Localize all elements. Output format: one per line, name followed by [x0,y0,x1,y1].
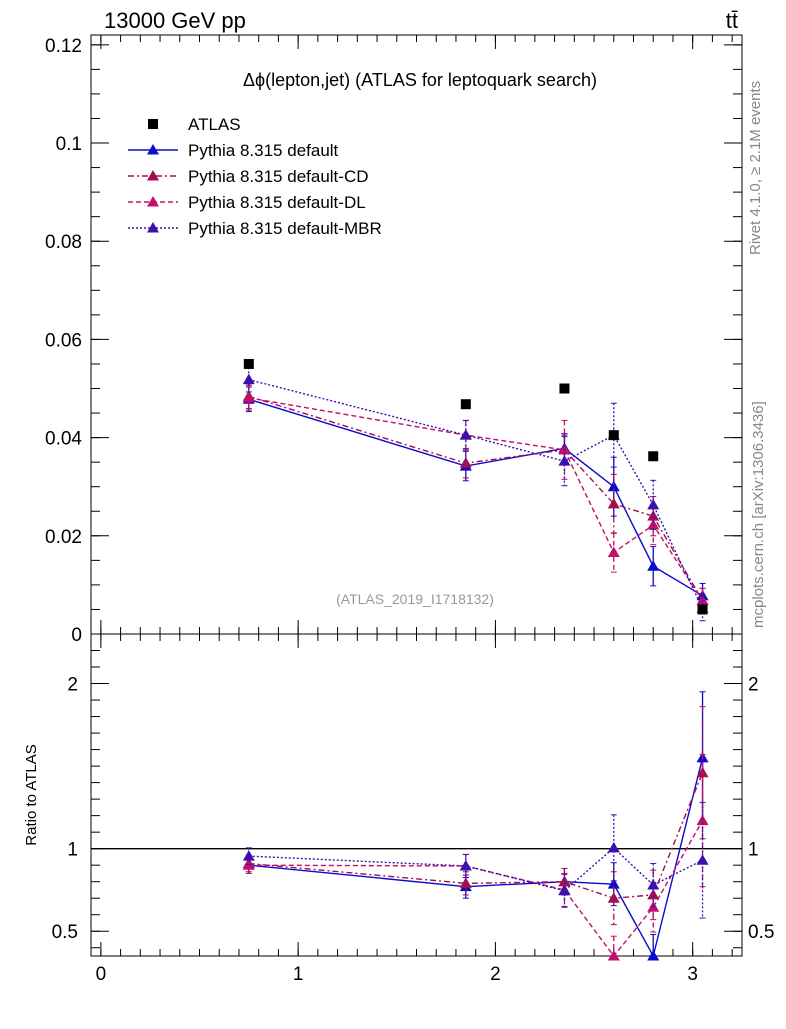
ratio-tick-label-right: 0.5 [748,922,774,943]
ratio-tick-label-right: 2 [748,675,759,696]
series-2 [242,385,709,961]
chart-title: Δϕ(lepton,jet) (ATLAS for leptoquark sea… [243,70,597,90]
series-point [459,457,472,468]
legend: ATLAS Pythia 8.315 default Pythia 8.315 de… [128,115,382,238]
legend-label: Pythia 8.315 default-MBR [188,219,382,238]
series-line [248,395,704,601]
y-tick-label: 0.02 [45,527,82,548]
rivet-label: Rivet 4.1.0, ≥ 2.1M events [747,81,764,255]
legend-entry: ATLAS [148,115,241,134]
series-line [248,378,704,609]
legend-entry: Pythia 8.315 default-MBR [128,219,382,238]
series-point [242,391,255,403]
data-layer [243,358,708,615]
ratio-tick-label-left: 0.5 [52,922,78,943]
series-point [607,480,620,492]
y-tick-label: 0.1 [56,134,82,155]
analysis-watermark: (ATLAS_2019_I1718132) [336,591,494,607]
atlas-data-point [648,451,659,462]
y-tick-label: 0.04 [45,429,82,450]
legend-entry: Pythia 8.315 default-DL [128,193,366,212]
y-tick-label: 0.12 [45,36,82,57]
series-line [248,398,703,597]
legend-label: ATLAS [188,115,241,134]
series-point [647,560,660,571]
series-layer [242,366,709,961]
series-3 [242,366,709,919]
series-point [647,519,660,530]
process-label: tt̄ [726,8,738,33]
series-0 [242,386,709,961]
ratio-point [607,892,620,903]
ratio-point [558,884,571,896]
series-point [607,497,620,509]
atlas-data-point [559,383,570,394]
ratio-tick-label-right: 1 [748,840,759,861]
atlas-data-point [608,430,619,441]
series-point [647,498,660,510]
legend-triangle-marker [147,222,159,233]
mcplots-label: mcplots.cern.ch [arXiv:1306.3436] [750,401,767,628]
legend-triangle-marker [147,170,159,181]
ratio-point [607,841,620,853]
ratio-point [242,850,255,861]
series-line [248,397,704,601]
atlas-data-point [243,358,254,369]
series-1 [242,383,709,926]
series-ratio-line [248,757,704,958]
x-tick-label: 2 [490,964,501,985]
series-point [459,429,472,440]
ratio-tick-label-left: 1 [67,840,78,861]
x-tick-label: 1 [293,964,304,985]
series-ratio-line [248,772,704,899]
energy-label: 13000 GeV pp [104,8,246,33]
y-tick-label: 0.08 [45,232,82,253]
legend-label: Pythia 8.315 default-DL [188,193,366,212]
y-tick-label: 0.06 [45,330,82,351]
legend-entry: Pythia 8.315 default-CD [128,167,369,186]
y-tick-label: 0 [71,625,82,646]
ratio-point [607,950,620,961]
ratio-tick-label-left: 2 [67,675,78,696]
atlas-data-point [697,604,708,615]
ratio-point [696,854,709,865]
ratio-panel-frame [90,633,743,957]
series-ratio-line [248,846,703,892]
legend-square-marker [148,119,158,129]
ratio-axis-label: Ratio to ATLAS [23,744,40,845]
x-tick-label: 0 [96,964,107,985]
legend-label: Pythia 8.315 default [188,141,339,160]
series-point [242,373,255,385]
legend-triangle-marker [147,144,159,155]
series-point [558,455,571,466]
ratio-point [647,950,660,961]
legend-label: Pythia 8.315 default-CD [188,167,369,186]
legend-entry: Pythia 8.315 default [128,141,339,160]
ratio-point [558,875,571,887]
x-tick-label: 3 [687,964,698,985]
series-ratio-line [248,820,704,958]
ratio-point [607,878,620,889]
axes-layer: 0 1 2 3 0 0.02 0.04 0.06 0.08 0.1 0.12 0.5 0.5 1 1 2 2 [45,35,774,985]
atlas-data-point [460,399,471,410]
legend-triangle-marker [147,196,159,207]
ratio-point [647,878,660,890]
ratio-point [459,877,472,888]
series-point [607,546,620,557]
ratio-point [459,860,472,871]
